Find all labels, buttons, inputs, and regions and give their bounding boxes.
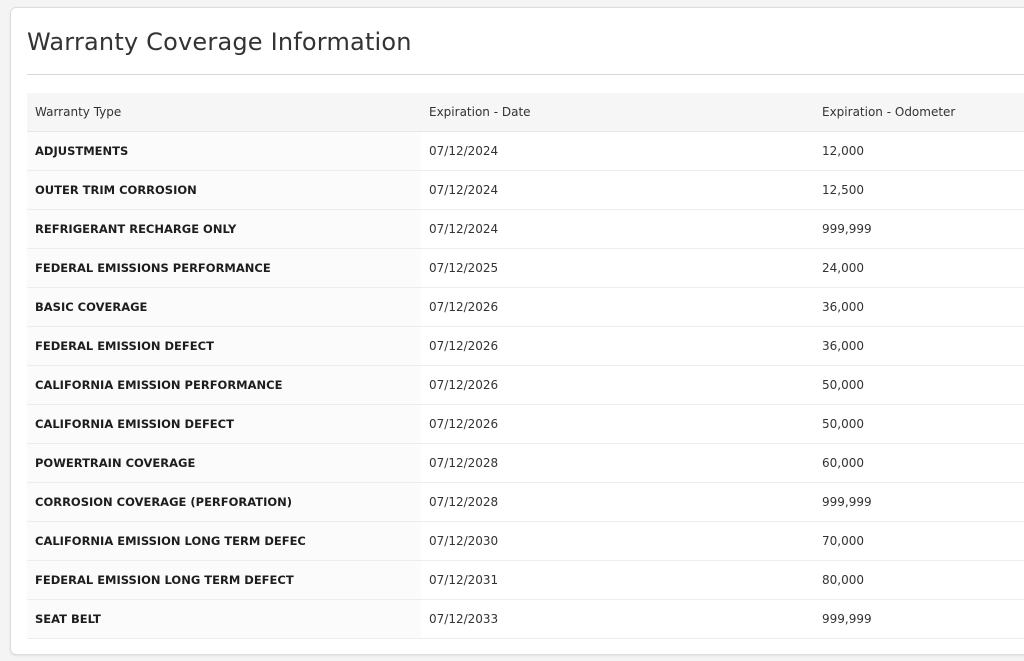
expiration-date-cell: 07/12/2026 [421, 326, 814, 366]
expiration-odometer-cell: 60,000 [814, 443, 1024, 483]
expiration-date-cell: 07/12/2024 [421, 170, 814, 210]
header-expiration-odometer: Expiration - Odometer [814, 93, 1024, 132]
expiration-date-cell: 07/12/2026 [421, 287, 814, 327]
expiration-odometer-cell: 36,000 [814, 287, 1024, 327]
expiration-odometer-cell: 70,000 [814, 521, 1024, 561]
warranty-type-cell: OUTER TRIM CORROSION [27, 170, 421, 210]
expiration-date-cell: 07/12/2024 [421, 131, 814, 171]
expiration-odometer-cell: 999,999 [814, 209, 1024, 249]
warranty-card: Warranty Coverage Information Warranty T… [10, 7, 1024, 655]
expiration-odometer-cell: 12,500 [814, 170, 1024, 210]
table-row: OUTER TRIM CORROSION 07/12/2024 12,500 [27, 170, 1024, 210]
warranty-type-cell: BASIC COVERAGE [27, 287, 421, 327]
divider [27, 74, 1024, 75]
expiration-odometer-cell: 50,000 [814, 404, 1024, 444]
table-row: FEDERAL EMISSION DEFECT 07/12/2026 36,000 [27, 326, 1024, 366]
warranty-table: Warranty Type Expiration - Date Expirati… [27, 93, 1024, 639]
page-title: Warranty Coverage Information [27, 28, 412, 56]
warranty-type-cell: CORROSION COVERAGE (PERFORATION) [27, 482, 421, 522]
header-expiration-date: Expiration - Date [421, 93, 814, 132]
table-row: REFRIGERANT RECHARGE ONLY 07/12/2024 999,9… [27, 209, 1024, 249]
warranty-type-cell: CALIFORNIA EMISSION LONG TERM DEFEC [27, 521, 421, 561]
expiration-odometer-cell: 12,000 [814, 131, 1024, 171]
expiration-odometer-cell: 80,000 [814, 560, 1024, 600]
warranty-type-cell: REFRIGERANT RECHARGE ONLY [27, 209, 421, 249]
warranty-type-cell: ADJUSTMENTS [27, 131, 421, 171]
table-row: CORROSION COVERAGE (PERFORATION) 07/12/20… [27, 482, 1024, 522]
table-header-row: Warranty Type Expiration - Date Expirati… [27, 93, 1024, 132]
table-row: ADJUSTMENTS 07/12/2024 12,000 [27, 131, 1024, 171]
warranty-type-cell: POWERTRAIN COVERAGE [27, 443, 421, 483]
warranty-type-cell: FEDERAL EMISSION DEFECT [27, 326, 421, 366]
table-row: BASIC COVERAGE 07/12/2026 36,000 [27, 287, 1024, 327]
table-row: FEDERAL EMISSION LONG TERM DEFECT 07/12/2… [27, 560, 1024, 600]
warranty-type-cell: FEDERAL EMISSION LONG TERM DEFECT [27, 560, 421, 600]
expiration-date-cell: 07/12/2025 [421, 248, 814, 288]
table-row: FEDERAL EMISSIONS PERFORMANCE 07/12/2025 2… [27, 248, 1024, 288]
expiration-date-cell: 07/12/2028 [421, 482, 814, 522]
expiration-odometer-cell: 24,000 [814, 248, 1024, 288]
table-row: POWERTRAIN COVERAGE 07/12/2028 60,000 [27, 443, 1024, 483]
expiration-odometer-cell: 50,000 [814, 365, 1024, 405]
warranty-type-cell: CALIFORNIA EMISSION DEFECT [27, 404, 421, 444]
header-warranty-type: Warranty Type [27, 93, 421, 132]
warranty-type-cell: FEDERAL EMISSIONS PERFORMANCE [27, 248, 421, 288]
table-row: CALIFORNIA EMISSION PERFORMANCE 07/12/202… [27, 365, 1024, 405]
expiration-date-cell: 07/12/2026 [421, 365, 814, 405]
expiration-date-cell: 07/12/2033 [421, 599, 814, 639]
expiration-odometer-cell: 999,999 [814, 599, 1024, 639]
table-row: CALIFORNIA EMISSION DEFECT 07/12/2026 50,0… [27, 404, 1024, 444]
expiration-odometer-cell: 36,000 [814, 326, 1024, 366]
expiration-date-cell: 07/12/2031 [421, 560, 814, 600]
expiration-odometer-cell: 999,999 [814, 482, 1024, 522]
table-row: SEAT BELT 07/12/2033 999,999 [27, 599, 1024, 639]
expiration-date-cell: 07/12/2024 [421, 209, 814, 249]
table-row: CALIFORNIA EMISSION LONG TERM DEFEC 07/12… [27, 521, 1024, 561]
warranty-type-cell: CALIFORNIA EMISSION PERFORMANCE [27, 365, 421, 405]
expiration-date-cell: 07/12/2026 [421, 404, 814, 444]
expiration-date-cell: 07/12/2028 [421, 443, 814, 483]
expiration-date-cell: 07/12/2030 [421, 521, 814, 561]
warranty-type-cell: SEAT BELT [27, 599, 421, 639]
